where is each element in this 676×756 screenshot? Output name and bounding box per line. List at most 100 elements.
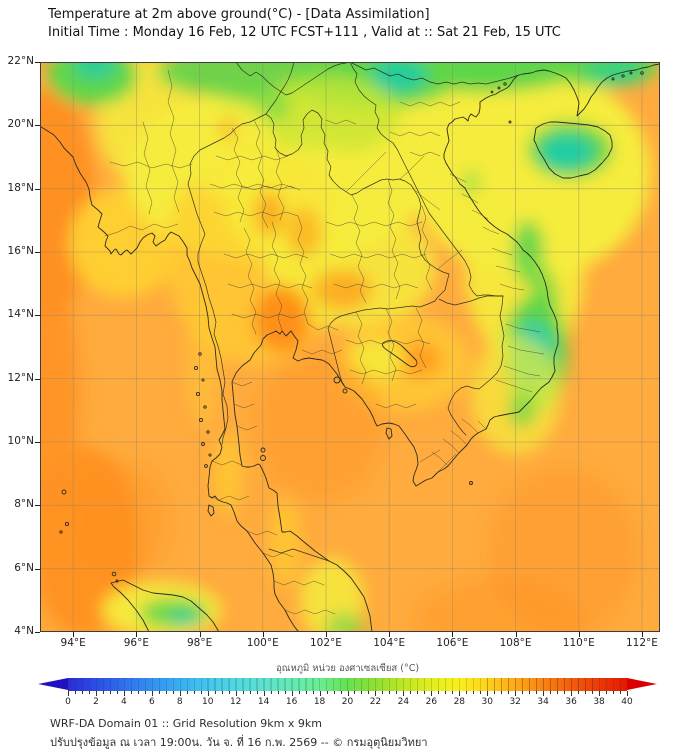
temperature-field-blobs: [40, 62, 659, 632]
colorbar-gradient: [68, 678, 627, 691]
lat-tick-mark: [35, 315, 40, 317]
lat-tick-mark: [35, 62, 40, 63]
colorbar-tick-mark: [536, 691, 538, 694]
colorbar-tick-mark: [235, 691, 237, 696]
colorbar-tick-mark: [214, 691, 216, 694]
island-phuket: [207, 504, 215, 517]
colorbar-tick-mark: [494, 691, 496, 694]
island-koh-chang: [333, 376, 341, 384]
colorbar-tick-mark: [186, 691, 188, 694]
island-halong-1: [497, 86, 501, 90]
colorbar-tick-mark: [68, 691, 69, 696]
island-myeik-10: [204, 464, 208, 468]
island-koh-kut: [342, 388, 348, 394]
lat-tick-mark: [35, 505, 40, 507]
border-thailand-cambodia: [327, 300, 436, 386]
island-china-coast-2: [629, 71, 633, 75]
border-china-myanmar-laos: [235, 61, 351, 115]
lat-tick-label: 4°N: [14, 625, 34, 637]
coastlines: [37, 63, 661, 633]
lon-tick-mark: [515, 632, 517, 637]
colorbar-tick-mark: [410, 691, 412, 694]
lat-tick-label: 14°N: [7, 308, 34, 321]
colorbar-tick-mark: [123, 691, 125, 696]
lon-tick-label: 100°E: [246, 637, 279, 649]
colorbar-tick-label: 16: [285, 697, 298, 707]
colorbar-tick-mark: [480, 691, 482, 694]
colorbar-tick-label: 28: [453, 697, 466, 707]
colorbar-tick-mark: [228, 691, 230, 694]
island-nicobar-2: [64, 521, 70, 527]
lat-tick-label: 12°N: [7, 371, 34, 384]
lon-tick-mark: [452, 632, 454, 637]
colorbar-tick-mark: [172, 691, 174, 694]
lon-tick-mark: [262, 632, 264, 637]
lon-tick-label: 104°E: [373, 637, 406, 649]
lon-tick-mark: [389, 632, 391, 637]
colorbar-tick-mark: [424, 691, 426, 694]
colorbar-tick-mark: [165, 691, 167, 694]
border-thailand-laos: [265, 109, 450, 302]
lon-tick-label: 98°E: [186, 637, 213, 649]
coast-west-myanmar-peninsula: [37, 124, 300, 633]
colorbar-tick-mark: [137, 691, 139, 694]
colorbar: [38, 678, 657, 691]
colorbar-tick-mark: [515, 691, 517, 696]
lon-tick-label: 106°E: [436, 637, 469, 649]
coast-sumatra: [110, 579, 220, 633]
island-samui: [260, 455, 266, 461]
island-nicobar-3: [59, 530, 63, 534]
island-phu-quoc: [385, 427, 393, 440]
colorbar-tick-mark: [151, 691, 153, 696]
lat-tick-label: 18°N: [7, 181, 34, 194]
lon-tick-mark: [136, 632, 138, 637]
colorbar-tick-mark: [242, 691, 244, 694]
colorbar-tick-label: 12: [229, 697, 242, 707]
colorbar-tick-mark: [473, 691, 475, 694]
colorbar-tick-mark: [403, 691, 405, 696]
colorbar-tick-label: 22: [369, 697, 382, 707]
colorbar-caption: อุณหภูมิ หน่วย องศาเซลเซียส (°C): [275, 663, 420, 674]
lat-tick-mark: [35, 188, 40, 190]
colorbar-tick-label: 2: [93, 697, 99, 707]
colorbar-tick-mark: [389, 691, 391, 694]
lat-tick-label: 22°N: [7, 55, 34, 67]
island-myeik-3: [201, 378, 205, 382]
colorbar-tick-mark: [270, 691, 272, 694]
colorbar-tick-mark: [361, 691, 363, 694]
colorbar-tick-mark: [74, 691, 76, 694]
colorbar-tick-mark: [284, 691, 286, 694]
island-china-coast-1: [621, 74, 625, 78]
colorbar-tick-mark: [221, 691, 223, 694]
colorbar-tick-mark: [543, 691, 545, 696]
island-halong-2: [503, 82, 507, 86]
lat-tick-label: 20°N: [7, 118, 34, 131]
border-laos-vietnam: [349, 61, 504, 297]
colorbar-tick-mark: [179, 691, 181, 696]
colorbar-tick-label: 38: [593, 697, 605, 707]
colorbar-tick-mark: [81, 691, 83, 694]
colorbar-tick-mark: [585, 691, 587, 694]
colorbar-tick-label: 40: [621, 697, 633, 707]
colorbar-right-arrow: [627, 678, 657, 690]
colorbar-tick-mark: [550, 691, 552, 694]
country-borders: [187, 61, 520, 562]
colorbar-tick-mark: [529, 691, 531, 694]
colorbar-tick-label: 20: [341, 697, 354, 707]
colorbar-tick-mark: [326, 691, 328, 694]
colorbar-tick-mark: [466, 691, 468, 694]
colorbar-tick-mark: [291, 691, 293, 696]
island-halong-3: [490, 90, 494, 94]
map-frame: [40, 62, 660, 632]
colorbar-tick-label: 6: [148, 697, 155, 707]
colorbar-tick-mark: [396, 691, 398, 694]
lon-tick-mark: [641, 632, 643, 637]
colorbar-tick-mark: [249, 691, 251, 694]
lat-tick-label: 16°N: [7, 245, 34, 257]
colorbar-tick-mark: [627, 691, 628, 696]
colorbar-tick-mark: [501, 691, 503, 694]
colorbar-tick-mark: [557, 691, 559, 694]
lon-tick-label: 112°E: [626, 637, 658, 649]
update-info-line: ปรับปรุงข้อมูล ณ เวลา 19:00น. วัน จ. ที่…: [50, 736, 428, 749]
colorbar-tick-label: 36: [565, 697, 577, 707]
